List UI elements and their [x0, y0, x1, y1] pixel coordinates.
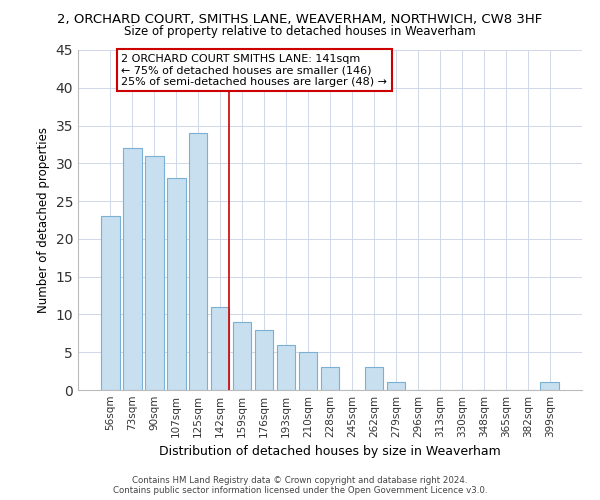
Bar: [189, 133, 208, 390]
Bar: [255, 330, 274, 390]
Text: 2, ORCHARD COURT, SMITHS LANE, WEAVERHAM, NORTHWICH, CW8 3HF: 2, ORCHARD COURT, SMITHS LANE, WEAVERHAM…: [58, 12, 542, 26]
Bar: [145, 156, 164, 390]
Text: 2 ORCHARD COURT SMITHS LANE: 141sqm
← 75% of detached houses are smaller (146)
2: 2 ORCHARD COURT SMITHS LANE: 141sqm ← 75…: [121, 54, 387, 87]
Bar: [101, 216, 119, 390]
Bar: [233, 322, 251, 390]
Bar: [320, 368, 340, 390]
Bar: [386, 382, 405, 390]
Bar: [211, 307, 229, 390]
Bar: [123, 148, 142, 390]
Text: Size of property relative to detached houses in Weaverham: Size of property relative to detached ho…: [124, 25, 476, 38]
Text: Contains HM Land Registry data © Crown copyright and database right 2024.
Contai: Contains HM Land Registry data © Crown c…: [113, 476, 487, 495]
X-axis label: Distribution of detached houses by size in Weaverham: Distribution of detached houses by size …: [159, 446, 501, 458]
Bar: [277, 344, 295, 390]
Y-axis label: Number of detached properties: Number of detached properties: [37, 127, 50, 313]
Bar: [299, 352, 317, 390]
Bar: [541, 382, 559, 390]
Bar: [365, 368, 383, 390]
Bar: [167, 178, 185, 390]
